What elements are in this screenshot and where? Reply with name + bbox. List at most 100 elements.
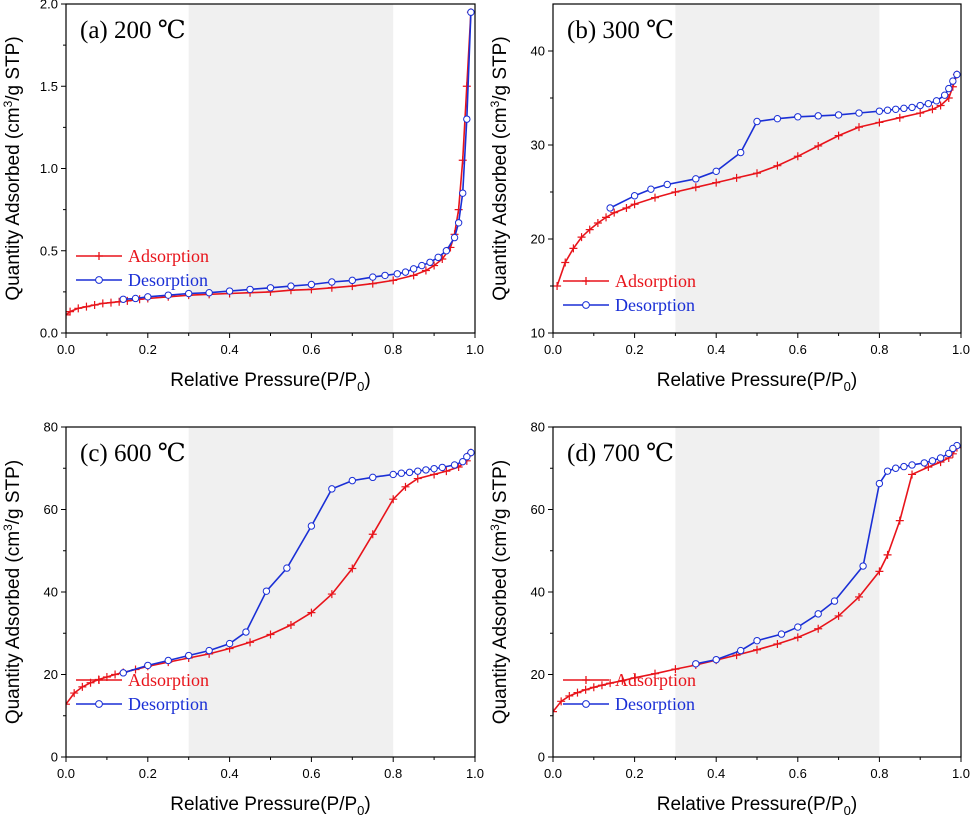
adsorption-point: [651, 669, 659, 678]
desorption-point: [712, 167, 720, 176]
adsorption-point: [773, 639, 782, 648]
x-tick-label: 0.4: [221, 342, 239, 357]
adsorption-point: [855, 123, 863, 132]
adsorption-point: [553, 282, 562, 290]
desorption-point: [450, 461, 459, 469]
x-axis-label: Relative Pressure(P/P0): [657, 370, 857, 394]
desorption-point: [405, 468, 414, 477]
desorption-point: [753, 636, 761, 645]
legend-desorption-label: Desorption: [615, 694, 695, 714]
adsorption-point: [573, 688, 582, 697]
y-tick-label: 0.0: [40, 326, 58, 341]
desorption-point: [630, 192, 639, 200]
x-tick-label: 1.0: [466, 342, 484, 357]
adsorption-point: [732, 173, 741, 182]
desorption-point: [647, 185, 655, 193]
desorption-point: [908, 461, 916, 469]
adsorption-point: [106, 298, 115, 307]
x-tick-label: 0.4: [707, 766, 725, 781]
y-axis-label: Quantity Adsorbed (cm3/g STP): [488, 460, 511, 724]
desorption-point: [692, 660, 700, 668]
adsorption-point: [834, 131, 843, 140]
desorption-point: [928, 457, 937, 465]
adsorption-point: [569, 244, 578, 253]
y-tick-label: 40: [44, 585, 58, 600]
desorption-point: [459, 457, 467, 466]
shaded-region: [675, 427, 880, 757]
desorption-point: [348, 276, 356, 285]
desorption-point: [875, 479, 884, 488]
desorption-point: [434, 253, 442, 262]
adsorption-point: [389, 495, 398, 504]
desorption-point: [185, 289, 193, 298]
desorption-point: [892, 464, 900, 472]
desorption-point: [225, 287, 234, 295]
desorption-point: [348, 476, 356, 485]
desorption-point: [463, 115, 471, 123]
y-axis-label: Quantity Adsorbed (cm3/g STP): [488, 36, 511, 300]
legend: Adsorption Desorption: [563, 670, 696, 714]
adsorption-point: [651, 193, 659, 202]
adsorption-point: [875, 567, 884, 576]
chart-panel-a: 0.0 0.2 0.4 0.6 0.8 1.0 0.0 0.5 1.0 1.5 2.0 Relativ…: [1, 0, 484, 394]
desorption-point: [409, 265, 418, 273]
adsorption-point: [66, 700, 70, 709]
desorption-point: [369, 473, 377, 482]
desorption-point: [945, 449, 953, 458]
legend: Adsorption Desorption: [76, 246, 209, 290]
adsorption-point: [773, 161, 782, 170]
desorption-point: [606, 204, 614, 212]
adsorption-point: [671, 665, 680, 674]
y-tick-label: 10: [531, 326, 545, 341]
adsorption-point: [78, 682, 87, 691]
x-tick-label: 0.0: [57, 342, 75, 357]
adsorption-point: [90, 301, 99, 310]
y-tick-label: 1.0: [40, 161, 58, 176]
desorption-point: [830, 597, 839, 605]
y-axis-label: Quantity Adsorbed (cm3/g STP): [1, 460, 24, 724]
y-tick-label: 40: [531, 44, 545, 59]
adsorption-point: [561, 258, 570, 267]
chart-panel-b: 0.0 0.2 0.4 0.6 0.8 1.0 10 20 30 40 Relative Press…: [488, 3, 970, 394]
adsorption-point: [307, 608, 316, 617]
desorption-point: [940, 91, 949, 99]
desorption-point: [883, 467, 892, 475]
desorption-point: [185, 651, 193, 660]
desorption-point: [450, 233, 459, 242]
panel-title: (a) 200 ℃: [80, 17, 186, 44]
adsorption-point: [565, 691, 574, 700]
adsorption-point: [793, 152, 802, 161]
x-tick-label: 0.2: [626, 766, 644, 781]
desorption-point: [328, 278, 336, 286]
desorption-point: [205, 646, 213, 655]
desorption-point: [883, 106, 892, 114]
desorption-point: [900, 462, 908, 471]
adsorption-point: [401, 482, 410, 491]
adsorption-point: [82, 302, 91, 311]
adsorption-point: [442, 467, 451, 476]
chart-panel-c: 0.0 0.2 0.4 0.6 0.8 1.0 0 20 40 60 80 Relative Pres…: [1, 420, 484, 819]
desorption-point: [949, 444, 957, 453]
adsorption-point: [589, 683, 598, 692]
y-tick-label: 40: [531, 585, 545, 600]
desorption-point: [875, 107, 884, 115]
adsorption-point: [413, 474, 422, 483]
desorption-point: [936, 454, 945, 462]
desorption-point: [393, 270, 401, 278]
adsorption-point: [553, 707, 557, 716]
desorption-point: [144, 293, 152, 301]
desorption-point: [401, 268, 410, 276]
desorption-point: [953, 70, 961, 79]
y-axis-label: Quantity Adsorbed (cm3/g STP): [1, 36, 24, 300]
adsorption-point: [895, 516, 904, 525]
legend-desorption-marker: [95, 276, 103, 284]
x-tick-label: 0.4: [707, 342, 725, 357]
x-tick-label: 0.8: [870, 766, 888, 781]
x-tick-label: 0.0: [57, 766, 75, 781]
x-tick-label: 0.6: [789, 342, 807, 357]
adsorption-point: [924, 463, 933, 472]
adsorption-point: [855, 592, 863, 601]
desorption-point: [467, 8, 475, 16]
desorption-point: [794, 623, 802, 631]
adsorption-point: [246, 638, 255, 647]
